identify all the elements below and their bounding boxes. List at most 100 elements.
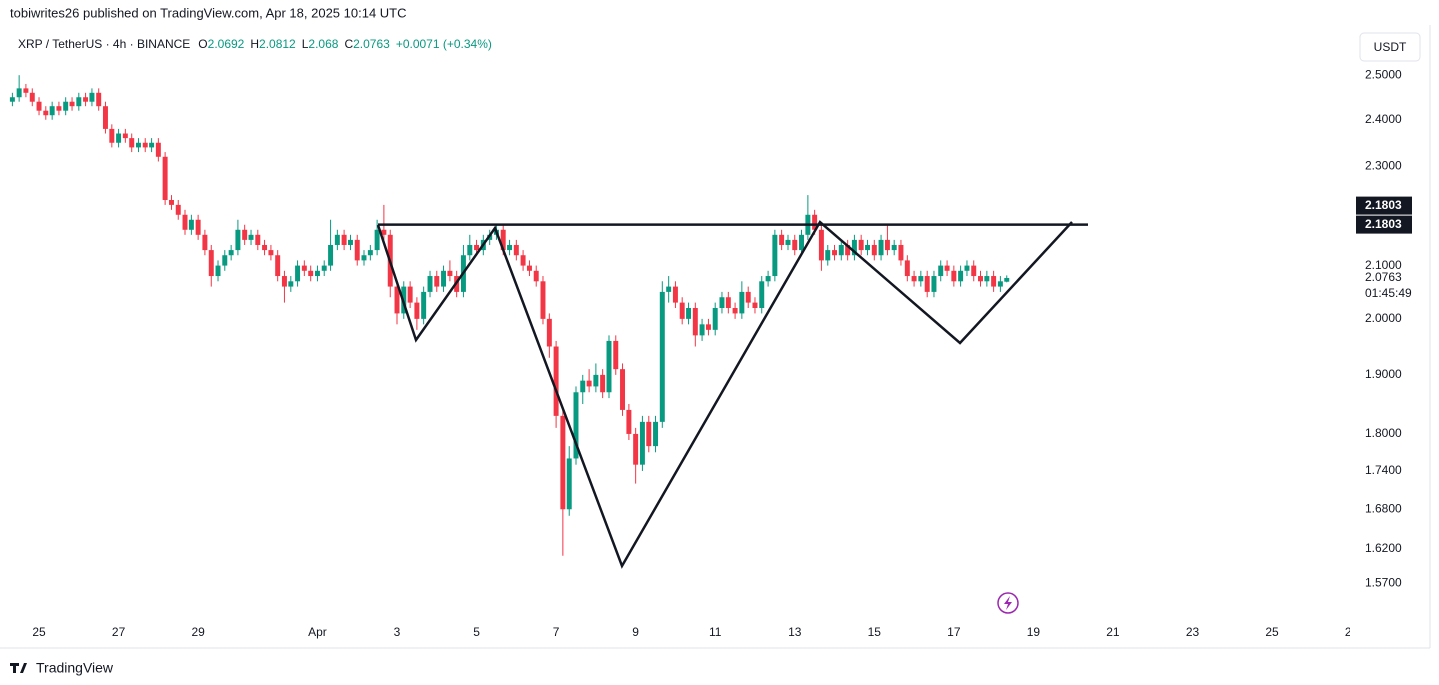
x-tick-label: 3 (394, 625, 401, 639)
y-tick-label: 2.3000 (1365, 158, 1402, 172)
candle-body (215, 265, 221, 277)
ohlc-letter: O (198, 37, 207, 51)
currency[interactable]: USDT (1374, 40, 1407, 54)
candle-body (36, 101, 42, 111)
candle-body (739, 291, 745, 314)
candle-body (149, 142, 155, 148)
ohlc-value: 2.0763 (353, 37, 390, 51)
candle-body (142, 142, 148, 148)
symbol: XRP / TetherUS · 4h · BINANCE (18, 37, 190, 51)
candle-body (620, 369, 626, 410)
candle-body (328, 244, 334, 266)
candle-body (354, 239, 360, 261)
candle-body (43, 110, 49, 116)
candle-body (520, 255, 526, 266)
ohlc-value: 2.068 (308, 37, 338, 51)
candle-body (580, 380, 586, 393)
candle-body (772, 234, 778, 277)
x-tick-label: 11 (709, 625, 722, 639)
candle-body (984, 276, 990, 282)
candle-body (76, 97, 82, 107)
candle-body (566, 458, 572, 510)
candle-body (526, 265, 532, 271)
candle-body (931, 276, 937, 292)
candle-body (281, 276, 287, 287)
candle-body (374, 229, 380, 251)
candle-body (818, 229, 824, 261)
ohlc-letter: L (302, 37, 309, 51)
candle-body (394, 286, 400, 314)
candle-body (792, 239, 798, 251)
y-tick-label: 1.5700 (1365, 575, 1402, 589)
brand-logo: TradingView (10, 660, 114, 676)
candle-body (745, 291, 751, 303)
y-tick-label: 1.9000 (1365, 367, 1402, 381)
ohlc-value: 2.0692 (208, 37, 245, 51)
candle-body (533, 270, 539, 282)
candle-body (513, 244, 519, 256)
candle-body (367, 250, 373, 256)
x-tick-label: 23 (1186, 625, 1200, 639)
candle-body (507, 244, 513, 251)
candle-body (712, 307, 718, 330)
candle-body (978, 276, 983, 282)
candle-body (560, 415, 566, 510)
candle-body (686, 307, 692, 319)
last-price-bg (1356, 268, 1416, 303)
x-axis: 25 27 29 Apr 3 5 7 9 11 13 15 17 19 21 23 25 27 (32, 625, 1350, 639)
candle-body (785, 239, 791, 245)
candle-body (208, 250, 214, 277)
candle-body (858, 239, 864, 251)
x-tick-label: 9 (632, 625, 639, 639)
candle-body (122, 133, 128, 139)
price-marker-box (1356, 196, 1412, 215)
candle-body (732, 307, 738, 314)
candle-body (613, 340, 619, 370)
candle-body (964, 265, 970, 271)
candle-body (427, 276, 433, 292)
candle-body (759, 281, 765, 308)
price-marker-label: 2.1803 (1365, 217, 1402, 231)
candle-body (971, 265, 977, 277)
candle-body (825, 250, 831, 261)
candle-body (334, 234, 340, 245)
last-price: 2.0763 (1365, 270, 1402, 284)
candle-body (540, 281, 546, 319)
candle-body (884, 239, 890, 251)
candle-body (600, 374, 606, 393)
event-icon-bolt (1004, 596, 1012, 610)
candle-body (692, 307, 698, 336)
candle-body (228, 250, 234, 256)
candle-body (96, 92, 102, 107)
candle-body (188, 219, 194, 230)
candle-body (573, 392, 579, 459)
candle-body (168, 199, 174, 205)
candle-body (242, 229, 248, 240)
x-tick-label: 29 (191, 625, 205, 639)
candle-body (812, 214, 818, 230)
candle-body (23, 88, 29, 93)
candle-body (347, 239, 353, 245)
candle-body (679, 302, 685, 319)
y-tick-label: 2.0000 (1365, 311, 1402, 325)
candle-body (248, 234, 254, 240)
candle-body (699, 324, 705, 336)
candle-body (799, 234, 804, 251)
candle-body (725, 297, 731, 308)
candle-body (314, 270, 320, 277)
candle-body (301, 265, 307, 271)
ohlc-letter: C (344, 37, 353, 51)
candle-body (162, 156, 168, 200)
candle-body (924, 276, 930, 292)
y-tick-label: 2.4000 (1365, 112, 1402, 126)
candle-body (202, 234, 208, 251)
candle-body (295, 265, 301, 282)
x-tick-label: 27 (112, 625, 126, 639)
y-tick-label: 1.7400 (1365, 463, 1402, 477)
candle-body (407, 286, 413, 303)
price-marker-box (1356, 215, 1412, 234)
ohlc-value: 2.0812 (259, 37, 296, 51)
currency-box[interactable] (1359, 32, 1421, 62)
